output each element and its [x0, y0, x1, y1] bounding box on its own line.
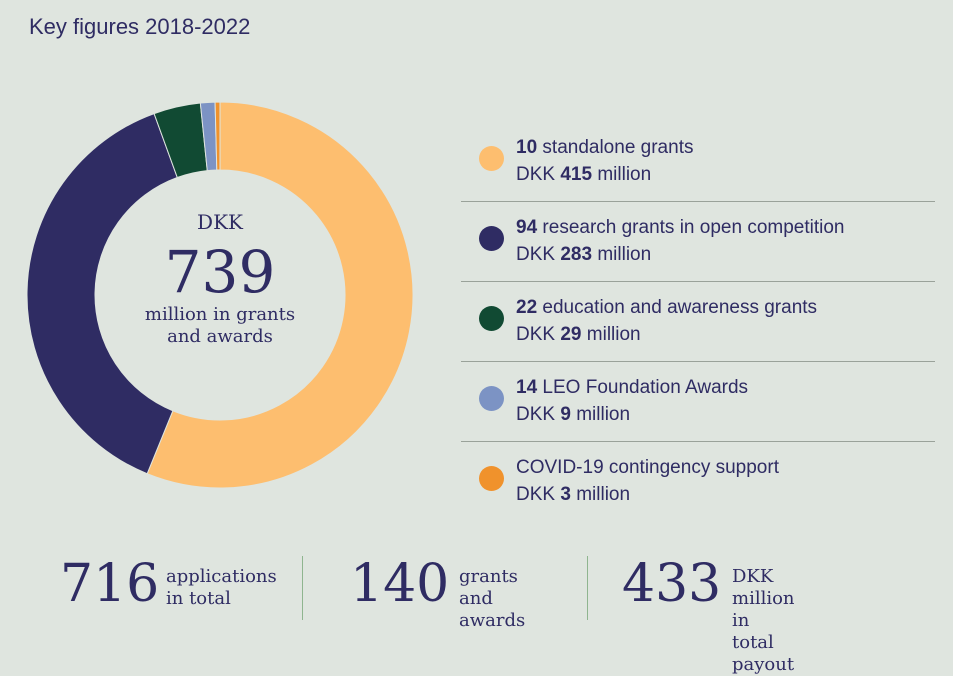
center-total: 739 — [164, 238, 276, 306]
legend-label: research grants in open competition — [537, 217, 845, 238]
donut-center: DKK 739 million in grants and awards — [120, 210, 320, 348]
legend-swatch — [479, 146, 504, 171]
center-subtitle-line2: and awards — [167, 326, 273, 347]
donut-slice — [146, 101, 414, 489]
stat-number: 433 — [622, 554, 722, 614]
stat-line2: in total — [166, 588, 231, 609]
legend-amount: 3 — [560, 484, 571, 505]
donut-chart — [26, 101, 414, 489]
legend-count: 14 — [516, 377, 538, 398]
stat-line2: in total payout — [732, 610, 795, 675]
legend-amount-suffix: million — [570, 484, 631, 505]
stat-line1: applications — [166, 566, 277, 587]
legend-amount-prefix: DKK — [516, 244, 561, 265]
donut-slice — [214, 101, 221, 171]
stat-number: 140 — [350, 554, 450, 614]
legend-swatch — [479, 386, 504, 411]
stat-line1: grants and — [459, 566, 518, 609]
legend-item: COVID-19 contingency support DKK 3 milli… — [461, 442, 935, 522]
legend-amount-prefix: DKK — [516, 324, 561, 345]
legend-swatch — [479, 466, 504, 491]
summary-stats: 716 applications in total 140 grants and… — [0, 540, 953, 675]
legend-count: 94 — [516, 217, 538, 238]
legend-label: COVID-19 contingency support — [516, 457, 779, 478]
legend-swatch — [479, 226, 504, 251]
legend-amount: 29 — [560, 324, 582, 345]
legend-item: 10 standalone grants DKK 415 million — [461, 122, 935, 202]
legend-amount-suffix: million — [581, 324, 641, 345]
legend-amount: 415 — [560, 164, 593, 185]
legend-amount-prefix: DKK — [516, 164, 561, 185]
legend-amount-suffix: million — [570, 404, 631, 425]
center-subtitle-line1: million in grants — [144, 304, 296, 325]
legend-amount-suffix: million — [592, 244, 652, 265]
donut-slice — [26, 112, 178, 475]
legend-amount-prefix: DKK — [516, 484, 561, 505]
stat-divider — [587, 556, 588, 620]
legend-count: 10 — [516, 137, 538, 158]
center-currency: DKK — [197, 210, 243, 234]
stat-number: 716 — [60, 554, 160, 614]
legend-item: 94 research grants in open competition D… — [461, 202, 935, 282]
stat-line2: awards — [459, 610, 526, 631]
legend-amount: 9 — [560, 404, 571, 425]
legend-label: education and awareness grants — [537, 297, 818, 318]
stat-divider — [302, 556, 303, 620]
legend-amount-prefix: DKK — [516, 404, 561, 425]
chart-title: Key figures 2018-2022 — [29, 14, 251, 39]
legend-swatch — [479, 306, 504, 331]
legend-amount-suffix: million — [592, 164, 652, 185]
legend-count: 22 — [516, 297, 538, 318]
legend-item: 22 education and awareness grants DKK 29… — [461, 282, 935, 362]
legend-label: LEO Foundation Awards — [537, 377, 749, 398]
stat-line1: DKK million — [732, 566, 795, 609]
legend-item: 14 LEO Foundation Awards DKK 9 million — [461, 362, 935, 442]
legend: 10 standalone grants DKK 415 million 94 … — [461, 122, 935, 522]
legend-amount: 283 — [560, 244, 593, 265]
legend-label: standalone grants — [537, 137, 694, 158]
